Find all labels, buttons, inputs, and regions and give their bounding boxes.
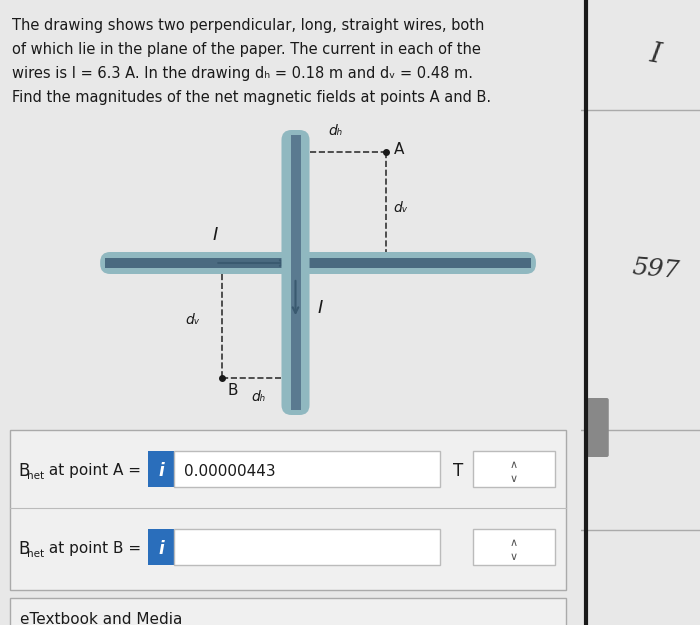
- Text: ∨: ∨: [510, 474, 518, 484]
- Text: Find the magnitudes of the net magnetic fields at points A and B.: Find the magnitudes of the net magnetic …: [12, 90, 491, 105]
- Text: dᵥ: dᵥ: [186, 314, 200, 328]
- Text: i: i: [158, 462, 164, 480]
- FancyBboxPatch shape: [587, 398, 609, 457]
- Text: I: I: [648, 41, 663, 69]
- Text: i: i: [158, 540, 164, 558]
- Text: I: I: [213, 226, 218, 244]
- Text: at point B =: at point B =: [44, 541, 141, 556]
- Text: I: I: [318, 299, 323, 317]
- Text: at point A =: at point A =: [44, 464, 141, 479]
- Text: ∧: ∧: [510, 460, 518, 470]
- Text: 0.00000443: 0.00000443: [184, 464, 276, 479]
- FancyBboxPatch shape: [473, 529, 555, 565]
- FancyBboxPatch shape: [148, 529, 174, 565]
- Text: net: net: [27, 549, 44, 559]
- Text: B: B: [18, 540, 29, 558]
- Text: ∨: ∨: [510, 552, 518, 562]
- FancyBboxPatch shape: [148, 451, 174, 487]
- Text: dₕ: dₕ: [328, 124, 343, 138]
- Text: A: A: [393, 142, 404, 158]
- FancyBboxPatch shape: [174, 451, 440, 487]
- Text: B: B: [18, 462, 29, 480]
- Text: net: net: [27, 471, 44, 481]
- FancyBboxPatch shape: [105, 258, 531, 268]
- Text: T: T: [453, 462, 463, 480]
- Text: dᵥ: dᵥ: [393, 201, 408, 214]
- FancyBboxPatch shape: [10, 598, 566, 625]
- FancyBboxPatch shape: [10, 430, 566, 590]
- Text: of which lie in the plane of the paper. The current in each of the: of which lie in the plane of the paper. …: [12, 42, 481, 57]
- FancyBboxPatch shape: [174, 529, 440, 565]
- FancyBboxPatch shape: [281, 130, 309, 415]
- FancyBboxPatch shape: [290, 135, 300, 410]
- FancyBboxPatch shape: [100, 252, 536, 274]
- Text: ∧: ∧: [510, 538, 518, 548]
- Text: B: B: [228, 383, 238, 398]
- Text: The drawing shows two perpendicular, long, straight wires, both: The drawing shows two perpendicular, lon…: [12, 18, 484, 33]
- Text: dₕ: dₕ: [252, 390, 266, 404]
- Text: wires is I = 6.3 A. In the drawing dₕ = 0.18 m and dᵥ = 0.48 m.: wires is I = 6.3 A. In the drawing dₕ = …: [12, 66, 473, 81]
- Text: 597: 597: [631, 256, 680, 284]
- Text: eTextbook and Media: eTextbook and Media: [20, 611, 183, 625]
- FancyBboxPatch shape: [473, 451, 555, 487]
